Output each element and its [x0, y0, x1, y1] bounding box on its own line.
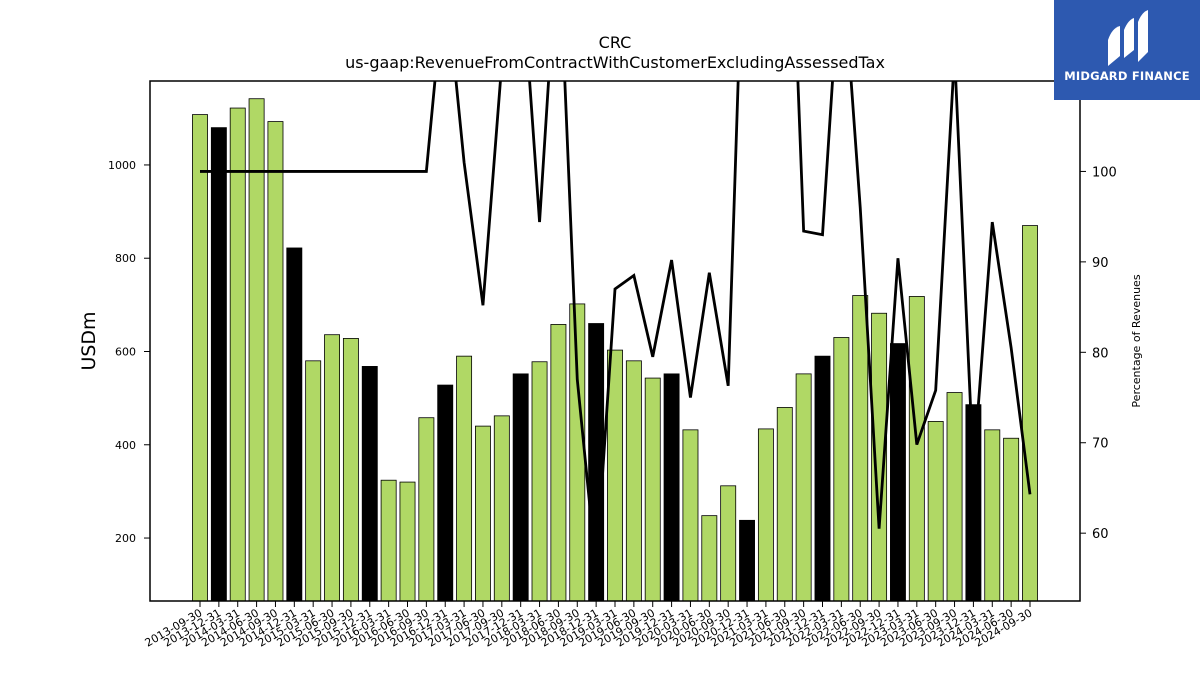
bar-2020-09-30	[720, 485, 737, 602]
chart-title: CRC	[599, 33, 632, 52]
bar-2013-12-31	[210, 127, 227, 602]
bar-2016-03-31	[380, 479, 397, 602]
x-axis: 2013-09-302013-12-312014-03-312014-06-30…	[143, 601, 1035, 650]
bar-2024-06-30	[1003, 437, 1020, 602]
line-series	[200, 81, 1032, 570]
bar-2023-06-30	[927, 421, 944, 602]
bar-2019-09-30	[644, 377, 661, 602]
bar-2022-12-31	[890, 343, 906, 602]
y2-axis-label: Percentage of Revenues	[1130, 274, 1143, 407]
y-axis-label: USDm	[78, 311, 100, 370]
bar-2021-12-31	[814, 355, 831, 602]
bar-2021-03-31	[757, 428, 774, 602]
chart-subtitle: us-gaap:RevenueFromContractWithCustomerE…	[345, 53, 885, 72]
bar-2019-12-31	[663, 373, 680, 602]
bar-2017-12-31	[512, 373, 529, 602]
bar-2018-03-31	[531, 361, 548, 602]
bar-2022-06-30	[852, 295, 869, 602]
bar-2017-03-31	[456, 355, 473, 602]
bar-2015-12-31	[361, 366, 378, 602]
bar-2015-06-30	[324, 334, 340, 602]
bar-2014-09-30	[267, 121, 284, 602]
bar-2024-03-31	[984, 429, 1001, 602]
bar-2015-03-31	[305, 360, 322, 602]
bar-2016-09-30	[418, 417, 435, 602]
brand-logo-text: MIDGARD FINANCE	[1064, 69, 1190, 83]
bar-2015-09-30	[342, 338, 359, 602]
y-axis: 200 400 600 800 1000	[108, 159, 150, 545]
y2-tick-label: 70	[1092, 437, 1109, 452]
y2-tick-label: 100	[1092, 165, 1117, 180]
y2-tick-label: 90	[1092, 256, 1109, 271]
bar-2017-06-30	[475, 425, 491, 602]
midgard-m-icon	[1108, 10, 1148, 66]
bar-2020-06-30	[701, 515, 718, 602]
percentage-line	[200, 81, 1032, 570]
bar-2023-03-31	[908, 296, 925, 602]
bar-2023-12-31	[965, 404, 982, 602]
y2-tick-label: 80	[1092, 346, 1109, 361]
bar-2014-06-30	[248, 98, 265, 602]
bar-2022-03-31	[833, 337, 850, 602]
bar-2023-09-30	[946, 392, 963, 602]
bar-2024-09-30	[1022, 225, 1038, 602]
brand-logo: MIDGARD FINANCE	[1054, 0, 1200, 100]
bar-2021-06-30	[776, 407, 793, 602]
bar-2021-09-30	[795, 373, 812, 602]
bar-2016-12-31	[437, 384, 454, 602]
y2-tick-label: 60	[1092, 527, 1109, 542]
y-tick-label: 400	[115, 439, 136, 452]
bar-2014-03-31	[229, 107, 246, 602]
bar-2020-12-31	[739, 519, 755, 602]
y-tick-label: 800	[115, 252, 136, 265]
bar-2013-09-30	[192, 114, 208, 602]
y-tick-label: 600	[115, 345, 136, 358]
bar-2019-06-30	[625, 360, 642, 602]
bar-2016-06-30	[399, 481, 416, 602]
y-tick-label: 200	[115, 532, 136, 545]
bar-2014-12-31	[286, 247, 303, 602]
bar-series	[192, 98, 1038, 602]
bar-2018-06-30	[550, 324, 567, 602]
y2-axis: 60 70 80 90 100	[1080, 165, 1117, 542]
bar-2017-09-30	[493, 415, 510, 602]
y-tick-label: 1000	[108, 159, 136, 172]
bar-2020-03-31	[682, 429, 699, 602]
